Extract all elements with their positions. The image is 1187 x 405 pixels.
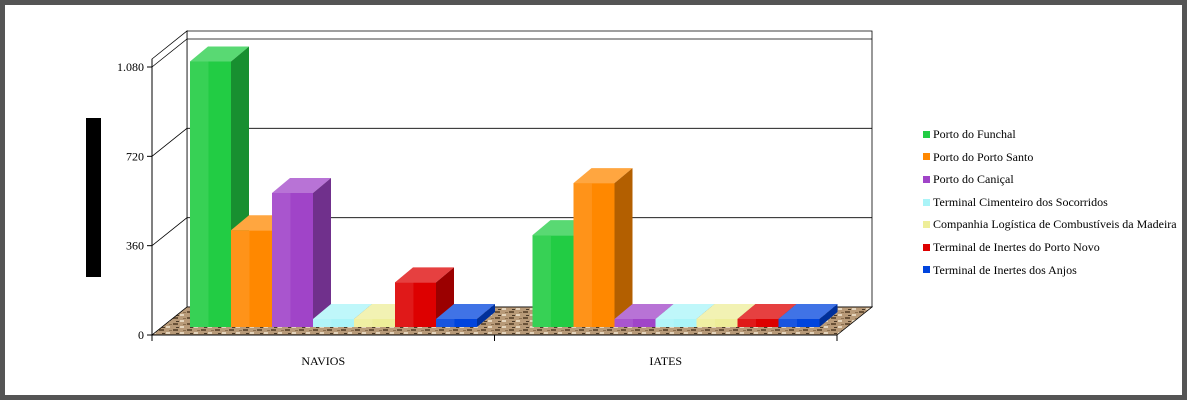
legend-item: Porto do Porto Santo	[923, 146, 1187, 169]
legend-swatch	[923, 153, 930, 161]
bar-front	[655, 319, 697, 327]
bar-top	[778, 304, 838, 319]
legend-swatch	[923, 198, 930, 206]
legend-label: Terminal de Inertes do Porto Novo	[933, 239, 1100, 254]
bar-front	[354, 319, 395, 327]
legend-swatch	[923, 175, 930, 183]
legend-label: Porto do Caniçal	[933, 172, 1014, 187]
x-tick-label: NAVIOS	[301, 354, 345, 368]
bar-top	[190, 46, 249, 62]
legend-label: Terminal de Inertes dos Anjos	[933, 262, 1077, 277]
legend-swatch	[923, 221, 930, 229]
bar-side	[819, 304, 838, 327]
bar-highlight	[354, 319, 373, 327]
gridline	[151, 217, 872, 246]
legend-item: Companhia Logística de Combustíveis da M…	[923, 213, 1187, 236]
bar-top	[737, 304, 797, 319]
x-tick-label: IATES	[649, 354, 682, 368]
bar-front	[737, 319, 779, 327]
legend-label: Porto do Funchal	[933, 127, 1016, 141]
bar-side	[313, 178, 331, 327]
bar-highlight	[696, 319, 715, 327]
gridline	[151, 38, 872, 68]
bar-front	[313, 319, 354, 327]
bar-highlight	[614, 319, 633, 327]
legend-label: Terminal Cimenteiro dos Socorridos	[933, 194, 1108, 209]
bar-side	[477, 304, 495, 327]
bar	[272, 178, 331, 327]
bar-side	[614, 168, 633, 327]
bar-highlight	[573, 183, 592, 327]
bar-highlight	[313, 319, 332, 327]
y-tick-label: 0	[138, 328, 144, 342]
bar-top	[696, 304, 756, 319]
black-redaction-bar	[86, 118, 101, 277]
bar-highlight	[395, 282, 414, 327]
bar-top	[436, 304, 495, 319]
bar-front	[778, 319, 820, 327]
bar-top	[313, 304, 372, 319]
legend-item: Terminal de Inertes dos Anjos	[923, 259, 1187, 282]
bar	[573, 168, 633, 327]
legend-swatch	[923, 130, 930, 138]
bar	[190, 46, 249, 328]
chart-legend: Porto do Funchal Porto do Porto Santo Port…	[923, 123, 1187, 281]
chart-plot: 0 360 720 1.080 NAVIOS IATES	[117, 30, 874, 368]
gridline	[151, 127, 872, 157]
bar	[778, 304, 838, 327]
legend-label: Porto do Porto Santo	[933, 149, 1034, 164]
bar-highlight	[272, 193, 291, 327]
y-tick-label: 720	[126, 149, 144, 163]
legend-item: Terminal Cimenteiro dos Socorridos	[923, 191, 1187, 214]
bar-front	[614, 319, 656, 327]
bar-highlight	[436, 319, 455, 327]
legend-swatch	[923, 266, 930, 274]
legend-item: Porto do Caniçal	[923, 168, 1187, 191]
legend-item: Porto do Funchal	[923, 123, 1187, 146]
legend-label: Companhia Logística de Combustíveis da M…	[933, 217, 1177, 232]
bar-front	[436, 319, 477, 327]
bar	[436, 304, 495, 327]
y-tick-label: 360	[126, 239, 144, 253]
bar-highlight	[737, 319, 756, 327]
bar-highlight	[190, 61, 209, 328]
side-wall	[151, 30, 188, 336]
bar-highlight	[231, 230, 250, 327]
bar-highlight	[655, 319, 674, 327]
bar-highlight	[532, 235, 551, 327]
bar-top	[272, 178, 331, 193]
y-tick-label: 1.080	[117, 60, 144, 74]
bar-top	[655, 304, 715, 319]
legend-swatch	[923, 243, 930, 251]
bar-top	[573, 168, 633, 184]
bar-front	[696, 319, 738, 327]
bar-top	[395, 267, 454, 283]
bar-highlight	[778, 319, 797, 327]
legend-item: Terminal de Inertes do Porto Novo	[923, 236, 1187, 259]
bar-top	[614, 304, 674, 319]
